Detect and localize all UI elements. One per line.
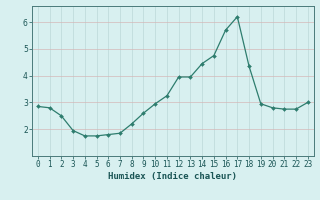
X-axis label: Humidex (Indice chaleur): Humidex (Indice chaleur) <box>108 172 237 181</box>
